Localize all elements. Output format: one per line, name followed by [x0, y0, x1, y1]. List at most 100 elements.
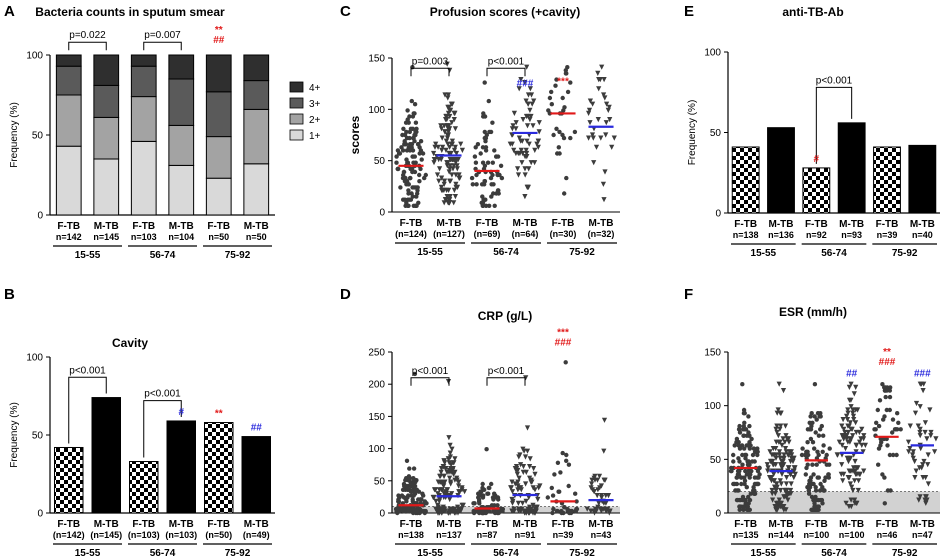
data-point — [455, 508, 461, 514]
significance-mark: ## — [251, 423, 263, 434]
data-point — [486, 98, 491, 104]
data-point — [805, 440, 810, 445]
y-tick-label: 0 — [37, 509, 43, 520]
data-point — [820, 485, 825, 490]
data-point — [447, 475, 453, 481]
data-point — [444, 163, 450, 169]
data-point — [433, 506, 439, 512]
data-point — [736, 456, 741, 461]
data-point — [536, 485, 542, 491]
data-point — [746, 414, 751, 419]
data-point — [407, 466, 412, 471]
legend-swatch — [289, 81, 304, 93]
x-label: M-TB — [94, 519, 119, 530]
data-point — [446, 169, 452, 175]
data-point — [448, 150, 454, 157]
data-point — [431, 150, 437, 157]
data-point — [779, 442, 785, 448]
data-point — [861, 468, 867, 474]
data-point — [596, 473, 603, 479]
data-point — [515, 500, 521, 506]
data-point — [407, 148, 413, 153]
data-point — [601, 417, 608, 423]
data-point — [742, 478, 748, 483]
data-point — [494, 191, 499, 196]
data-point — [435, 510, 441, 516]
data-point — [448, 466, 454, 472]
data-point — [912, 475, 918, 481]
data-point — [525, 92, 532, 98]
data-point — [526, 494, 532, 501]
data-point — [592, 506, 598, 512]
data-point — [440, 144, 446, 150]
x-label: M-TB — [769, 219, 794, 230]
data-point — [512, 481, 518, 487]
y-tick-label: 100 — [368, 444, 385, 455]
bar — [241, 436, 271, 514]
data-point — [586, 107, 593, 113]
x-label-n: (n=64) — [512, 229, 539, 239]
data-point — [431, 487, 438, 493]
data-point — [891, 452, 896, 458]
panel-title: CRP (g/L) — [478, 309, 532, 323]
data-point — [509, 479, 515, 485]
x-label-n: n=39 — [553, 530, 574, 540]
data-point — [806, 491, 812, 496]
data-point — [518, 147, 524, 153]
panel-letter: C — [340, 3, 351, 20]
x-label-n: n=142 — [56, 232, 82, 242]
data-point — [770, 458, 776, 465]
data-point — [480, 145, 486, 150]
data-point — [453, 172, 459, 178]
data-point — [532, 471, 538, 477]
data-point — [448, 462, 454, 468]
data-point — [406, 188, 411, 193]
data-point — [528, 160, 534, 166]
data-point — [563, 360, 568, 365]
data-point — [923, 494, 929, 500]
data-point — [728, 468, 734, 474]
data-point — [495, 503, 500, 508]
data-point — [594, 477, 601, 483]
data-point — [847, 455, 854, 461]
significance-bracket — [68, 41, 107, 51]
data-point — [402, 139, 407, 144]
data-point — [403, 179, 409, 184]
data-point — [910, 452, 916, 458]
data-point — [396, 493, 401, 498]
data-point — [535, 144, 541, 150]
data-point — [861, 436, 867, 442]
data-point — [515, 150, 521, 157]
x-label: F-TB — [805, 519, 828, 530]
y-tick-label: 0 — [715, 509, 721, 520]
data-point — [475, 142, 481, 147]
data-point — [780, 436, 786, 442]
data-point — [412, 371, 418, 377]
data-point — [777, 439, 783, 445]
data-point — [534, 141, 540, 147]
data-point — [850, 410, 856, 416]
data-point — [913, 400, 920, 407]
data-point — [404, 458, 410, 463]
data-point — [918, 381, 924, 387]
data-point — [413, 132, 418, 138]
data-point — [599, 64, 605, 70]
data-point — [876, 423, 882, 429]
data-point — [522, 80, 528, 86]
data-point — [473, 160, 479, 165]
bar — [837, 122, 866, 214]
data-point — [439, 135, 445, 141]
data-point — [742, 420, 747, 425]
data-point — [590, 101, 596, 107]
significance-mark: ** — [883, 347, 891, 358]
data-point — [816, 433, 822, 438]
x-label-n: (n=49) — [243, 530, 270, 540]
x-label: M-TB — [437, 519, 462, 530]
data-point — [442, 506, 448, 512]
data-point — [525, 510, 532, 516]
x-label: F-TB — [57, 221, 80, 232]
data-point — [771, 471, 777, 477]
group-label: 75-92 — [225, 548, 251, 556]
p-value-label: p=0.022 — [69, 30, 106, 41]
bar-segment — [130, 54, 157, 67]
